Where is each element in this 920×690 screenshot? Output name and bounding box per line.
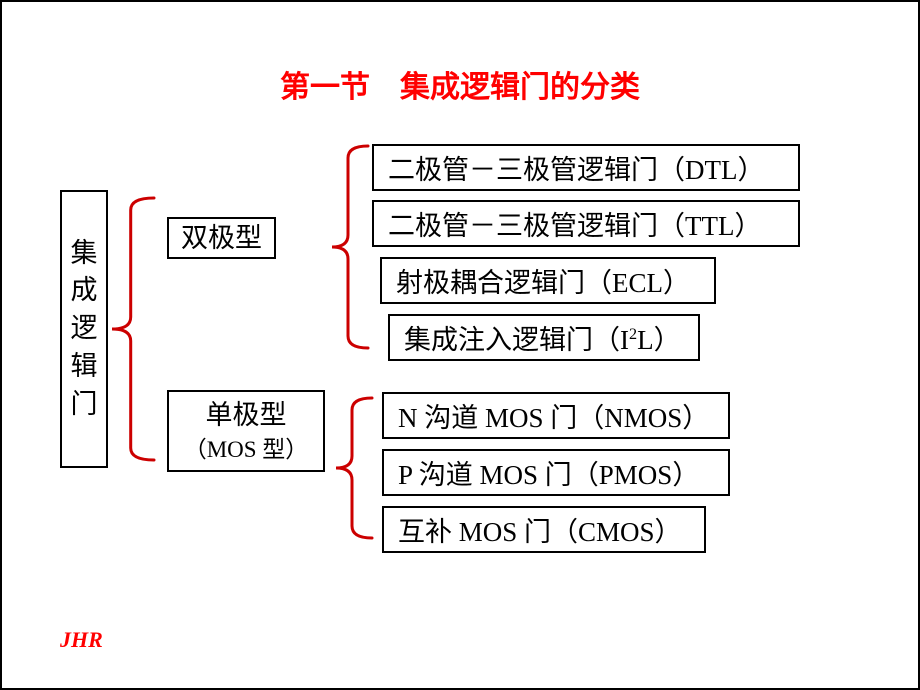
root-node: 集成逻辑门 xyxy=(60,190,108,468)
leaf-dtl: 二极管－三极管逻辑门（DTL） xyxy=(372,144,800,191)
category-unipolar: 单极型（MOS 型） xyxy=(167,390,325,472)
leaf-i2l: 集成注入逻辑门（I2L） xyxy=(388,314,700,361)
page-title: 第一节 集成逻辑门的分类 xyxy=(2,62,918,106)
leaf-pmos: P 沟道 MOS 门（PMOS） xyxy=(382,449,730,496)
brace-bipolar xyxy=(330,146,370,348)
root-char: 成 xyxy=(71,272,98,310)
footer-label: JHR xyxy=(60,627,103,653)
root-char: 门 xyxy=(71,386,98,424)
root-char: 集 xyxy=(71,235,98,273)
category-bipolar: 双极型 xyxy=(167,217,276,259)
category-line: （MOS 型） xyxy=(184,434,309,465)
leaf-ecl: 射极耦合逻辑门（ECL） xyxy=(380,257,716,304)
leaf-nmos: N 沟道 MOS 门（NMOS） xyxy=(382,392,730,439)
brace-unipolar xyxy=(334,398,374,538)
leaf-cmos: 互补 MOS 门（CMOS） xyxy=(382,506,706,553)
category-line: 单极型 xyxy=(206,397,287,433)
root-char: 辑 xyxy=(71,348,98,386)
category-line: 双极型 xyxy=(181,220,262,256)
brace-root xyxy=(110,198,156,460)
root-char: 逻 xyxy=(71,310,98,348)
leaf-ttl: 二极管－三极管逻辑门（TTL） xyxy=(372,200,800,247)
